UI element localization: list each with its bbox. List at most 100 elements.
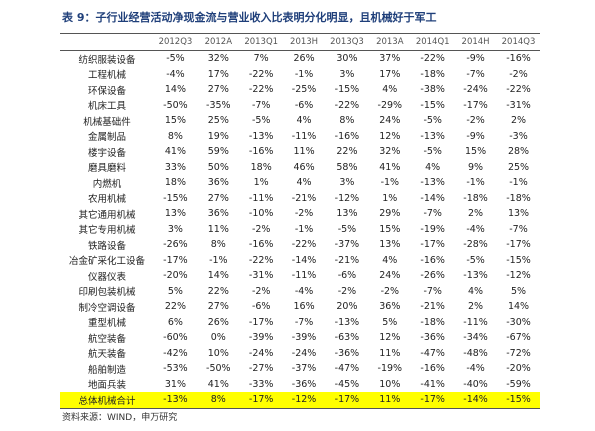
cell: 15% bbox=[164, 115, 186, 127]
cell: -21% bbox=[334, 254, 360, 266]
cell: -2% bbox=[251, 285, 271, 297]
cell: -50% bbox=[163, 99, 188, 111]
cell: 41% bbox=[379, 161, 401, 173]
cell: 32% bbox=[379, 146, 401, 158]
cell: -18% bbox=[420, 316, 445, 328]
cell: -45% bbox=[334, 378, 360, 390]
row-label: 机床工具 bbox=[87, 101, 126, 113]
cell: -22% bbox=[420, 53, 445, 65]
table-row: 其它专用机械 3% 11% -2% -1% -5% 15% -19% -4% -7% bbox=[60, 222, 540, 238]
source-note: 资料来源：WIND，申万研究 bbox=[62, 413, 178, 423]
row-label: 磨具磨料 bbox=[87, 163, 126, 175]
cell: -11% bbox=[248, 192, 274, 204]
cell: -3% bbox=[509, 130, 528, 142]
cell: -4% bbox=[294, 285, 314, 297]
cell: 4% bbox=[382, 84, 398, 96]
cell: -17% bbox=[506, 239, 531, 251]
cell: 4% bbox=[296, 177, 312, 189]
cell: 13% bbox=[164, 208, 186, 220]
cell: -10% bbox=[248, 208, 274, 220]
table-row: 内燃机 18% 36% 1% 4% 3% -1% -13% -1% -1% bbox=[60, 175, 540, 191]
cell: -36% bbox=[291, 378, 317, 390]
cell: 3% bbox=[339, 68, 355, 80]
table-row: 铁路设备 -26% 8% -16% -22% -37% 13% -17% -28% -17% bbox=[60, 237, 540, 253]
cell: -20% bbox=[163, 270, 188, 282]
table-title: 表 9：子行业经营活动净现金流与营业收入比表明分化明显，且机械好于军工 bbox=[62, 11, 437, 24]
cell: -14% bbox=[454, 392, 497, 408]
table-row: 航天装备 -42% 10% -24% -24% -36% 11% -47% -48% -72% bbox=[60, 346, 540, 362]
cell: 4% bbox=[468, 285, 484, 297]
cell: 13% bbox=[507, 208, 530, 220]
row-label: 印刷包装机械 bbox=[78, 287, 136, 299]
cell: 12% bbox=[379, 332, 401, 344]
cell: 14% bbox=[207, 270, 229, 282]
data-table: 2012Q3 2012A 2013Q1 2013H 2013Q3 2013A 2014Q1 2… bbox=[60, 33, 540, 409]
cell: 25% bbox=[507, 161, 530, 173]
cell: -17% bbox=[248, 316, 274, 328]
cell: -47% bbox=[420, 347, 445, 359]
cell: 17% bbox=[207, 68, 229, 80]
column-header: 2013Q3 bbox=[325, 33, 369, 51]
table-row: 纺织服装设备 -5% 32% 7% 26% 30% 37% -22% -9% -16% bbox=[60, 51, 540, 67]
table-row: 磨具磨料 33% 50% 18% 46% 58% 41% 4% 9% 25% bbox=[60, 160, 540, 176]
cell: -7% bbox=[509, 223, 528, 235]
cell: -9% bbox=[466, 130, 485, 142]
table-row: 金属制品 8% 19% -13% -11% -16% 12% -13% -9% -3% bbox=[60, 129, 540, 145]
header-row: 2012Q3 2012A 2013Q1 2013H 2013Q3 2013A 2014Q1 2… bbox=[60, 33, 540, 51]
cell: 5% bbox=[382, 316, 398, 328]
cell: -29% bbox=[377, 99, 403, 111]
cell: -36% bbox=[420, 332, 445, 344]
table-row: 冶金矿采化工设备 -17% -1% -22% -14% -21% 4% -16% -5% -15% bbox=[60, 253, 540, 269]
cell: -1% bbox=[380, 177, 400, 189]
cell: -13% bbox=[334, 316, 360, 328]
cell: 37% bbox=[379, 53, 401, 65]
cell: -13% bbox=[463, 270, 488, 282]
row-label: 制冷空调设备 bbox=[78, 302, 136, 314]
cell: -15% bbox=[506, 254, 531, 266]
table-row: 仪器仪表 -20% 14% -31% -11% -6% 24% -26% -13% -12% bbox=[60, 268, 540, 284]
cell: -1% bbox=[294, 68, 314, 80]
table-header: 2012Q3 2012A 2013Q1 2013H 2013Q3 2013A 2014Q1 2… bbox=[60, 33, 540, 51]
cell: 1% bbox=[253, 177, 269, 189]
cell: 8% bbox=[210, 239, 226, 251]
table-row: 机床工具 -50% -35% -7% -6% -22% -29% -15% -17% -31% bbox=[60, 98, 540, 114]
cell: -42% bbox=[163, 347, 188, 359]
cell: 12% bbox=[379, 130, 401, 142]
column-header: 2014Q1 bbox=[411, 33, 455, 51]
cell: 0% bbox=[210, 332, 226, 344]
cell: -50% bbox=[206, 363, 231, 375]
row-label: 重型机械 bbox=[87, 318, 126, 330]
cell: -1% bbox=[294, 223, 314, 235]
cell: -11% bbox=[463, 316, 488, 328]
cell: 2% bbox=[468, 301, 484, 313]
cell: 36% bbox=[207, 177, 229, 189]
cell: 46% bbox=[293, 161, 315, 173]
column-header: 2012Q3 bbox=[154, 33, 197, 51]
cell: -5% bbox=[423, 146, 442, 158]
cell: -72% bbox=[506, 347, 531, 359]
row-label: 地面兵装 bbox=[87, 380, 126, 392]
cell: -38% bbox=[420, 84, 445, 96]
cell: 33% bbox=[164, 161, 186, 173]
column-header: 2012A bbox=[196, 33, 240, 51]
cell: -12% bbox=[282, 392, 326, 408]
row-label: 航天装备 bbox=[87, 349, 126, 361]
cell: -18% bbox=[463, 192, 488, 204]
cell: -7% bbox=[294, 316, 314, 328]
cell: 10% bbox=[379, 378, 401, 390]
table-row: 总体机械合计 -13% 8% -17% -12% -17% 11% -17% -14% -15% bbox=[60, 392, 540, 408]
cell: 26% bbox=[207, 316, 229, 328]
cell: 3% bbox=[339, 177, 355, 189]
table-row: 工程机械 -4% 17% -22% -1% 3% 17% -18% -7% -2% bbox=[60, 67, 540, 83]
cell: -31% bbox=[248, 270, 274, 282]
cell: -4% bbox=[466, 223, 485, 235]
cell: 27% bbox=[207, 192, 229, 204]
cell: 28% bbox=[507, 146, 530, 158]
cell: -36% bbox=[334, 347, 360, 359]
cell: 8% bbox=[339, 115, 355, 127]
cell: -59% bbox=[506, 378, 531, 390]
cell: -13% bbox=[154, 392, 197, 408]
row-label: 总体机械合计 bbox=[60, 392, 154, 408]
cell: 5% bbox=[510, 285, 527, 297]
cell: 4% bbox=[382, 254, 398, 266]
